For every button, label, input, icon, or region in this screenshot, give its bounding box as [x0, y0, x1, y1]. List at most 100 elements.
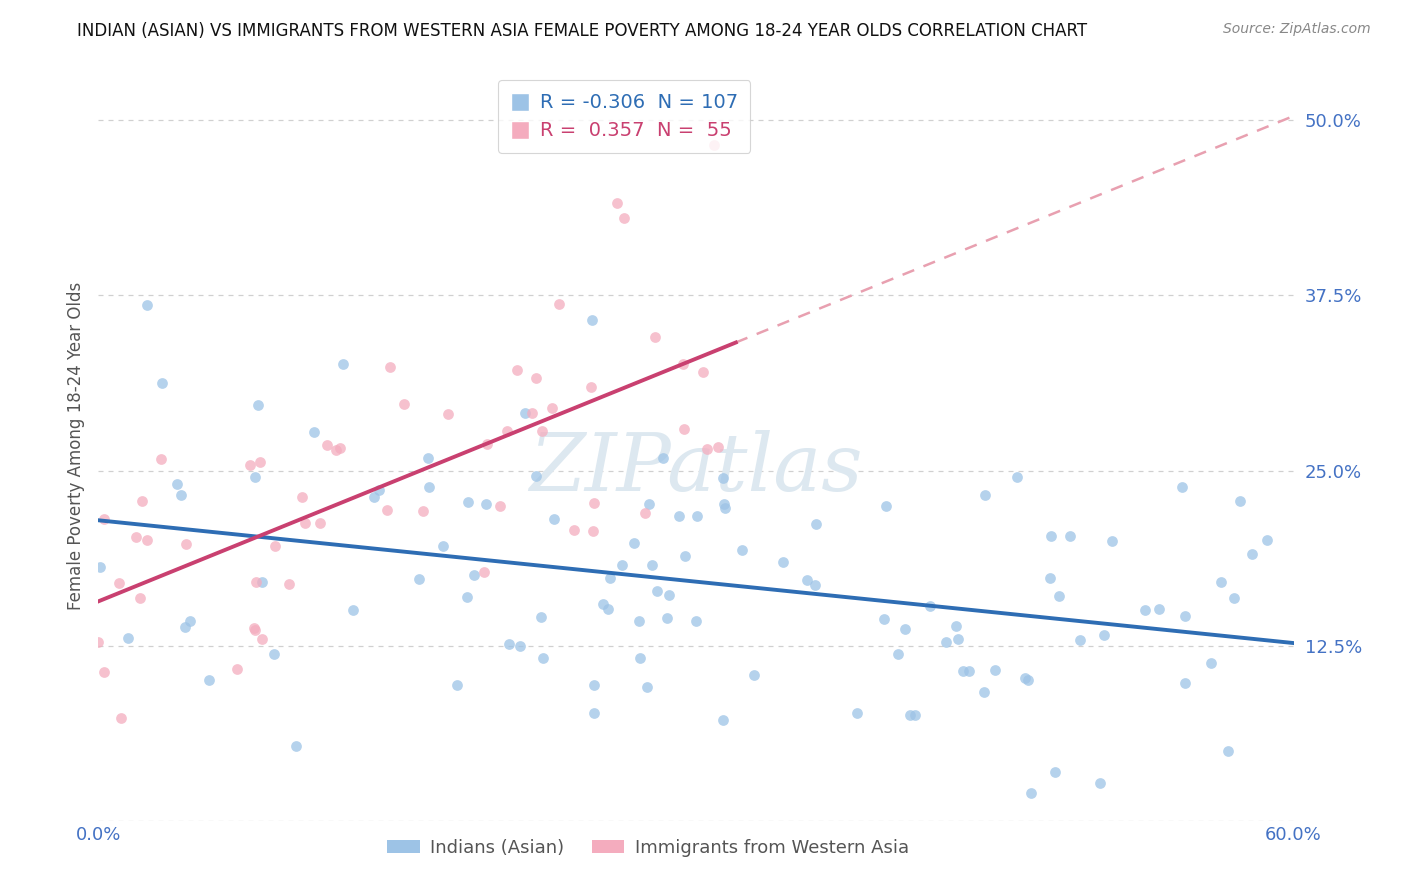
Point: [93, 511, 115, 525]
Point: [506, 363, 529, 377]
Point: [1133, 602, 1156, 616]
Point: [302, 425, 325, 439]
Point: [628, 650, 651, 665]
Point: [515, 406, 537, 420]
Point: [845, 706, 868, 720]
Point: [179, 614, 201, 628]
Point: [394, 397, 416, 411]
Point: [530, 610, 553, 624]
Point: [131, 493, 153, 508]
Point: [638, 498, 661, 512]
Point: [583, 678, 606, 692]
Point: [170, 488, 193, 502]
Point: [1005, 470, 1028, 484]
Point: [898, 707, 921, 722]
Point: [524, 371, 547, 385]
Point: [1101, 533, 1123, 548]
Point: [110, 711, 132, 725]
Point: [150, 376, 173, 391]
Point: [804, 578, 827, 592]
Point: [945, 619, 967, 633]
Point: [592, 598, 614, 612]
Point: [437, 407, 460, 421]
Point: [873, 612, 896, 626]
Point: [496, 425, 519, 439]
Point: [920, 599, 942, 613]
Point: [87, 635, 110, 649]
Point: [263, 647, 285, 661]
Point: [583, 706, 606, 720]
Point: [596, 601, 619, 615]
Text: Source: ZipAtlas.com: Source: ZipAtlas.com: [1223, 22, 1371, 37]
Y-axis label: Female Poverty Among 18-24 Year Olds: Female Poverty Among 18-24 Year Olds: [66, 282, 84, 610]
Point: [672, 357, 695, 371]
Point: [796, 573, 818, 587]
Point: [685, 615, 707, 629]
Point: [1043, 765, 1066, 780]
Point: [581, 313, 603, 327]
Point: [1147, 602, 1170, 616]
Point: [291, 490, 314, 504]
Point: [135, 533, 157, 547]
Point: [935, 635, 957, 649]
Point: [368, 483, 391, 497]
Point: [332, 357, 354, 371]
Point: [742, 668, 765, 682]
Point: [651, 450, 673, 465]
Point: [264, 539, 287, 553]
Point: [541, 401, 564, 416]
Point: [957, 665, 980, 679]
Point: [166, 477, 188, 491]
Point: [285, 739, 308, 753]
Point: [489, 500, 512, 514]
Point: [446, 677, 468, 691]
Point: [984, 663, 1007, 677]
Point: [1059, 529, 1081, 543]
Point: [520, 406, 543, 420]
Point: [613, 211, 636, 226]
Point: [644, 330, 666, 344]
Point: [1174, 676, 1197, 690]
Point: [713, 497, 735, 511]
Text: INDIAN (ASIAN) VS IMMIGRANTS FROM WESTERN ASIA FEMALE POVERTY AMONG 18-24 YEAR O: INDIAN (ASIAN) VS IMMIGRANTS FROM WESTER…: [77, 22, 1087, 40]
Point: [342, 603, 364, 617]
Point: [294, 516, 316, 530]
Point: [1201, 656, 1223, 670]
Point: [894, 622, 917, 636]
Point: [1039, 571, 1062, 585]
Point: [475, 497, 498, 511]
Point: [1256, 533, 1278, 548]
Point: [686, 508, 709, 523]
Point: [703, 138, 725, 153]
Point: [711, 471, 734, 485]
Point: [1223, 591, 1246, 605]
Point: [173, 620, 195, 634]
Point: [329, 441, 352, 455]
Point: [772, 555, 794, 569]
Point: [239, 458, 262, 472]
Point: [250, 632, 273, 647]
Point: [714, 500, 737, 515]
Point: [582, 524, 605, 538]
Point: [1240, 548, 1263, 562]
Point: [408, 572, 430, 586]
Point: [547, 297, 569, 311]
Point: [1014, 671, 1036, 685]
Point: [249, 455, 271, 469]
Point: [107, 576, 129, 591]
Point: [93, 665, 115, 680]
Point: [543, 512, 565, 526]
Text: ZIPatlas: ZIPatlas: [529, 430, 863, 508]
Point: [1092, 628, 1115, 642]
Point: [952, 664, 974, 678]
Point: [246, 398, 269, 412]
Point: [658, 588, 681, 602]
Point: [612, 558, 634, 572]
Point: [1047, 589, 1070, 603]
Point: [1229, 494, 1251, 508]
Point: [456, 590, 478, 604]
Point: [412, 504, 434, 518]
Point: [627, 614, 650, 628]
Point: [380, 359, 402, 374]
Point: [1174, 608, 1197, 623]
